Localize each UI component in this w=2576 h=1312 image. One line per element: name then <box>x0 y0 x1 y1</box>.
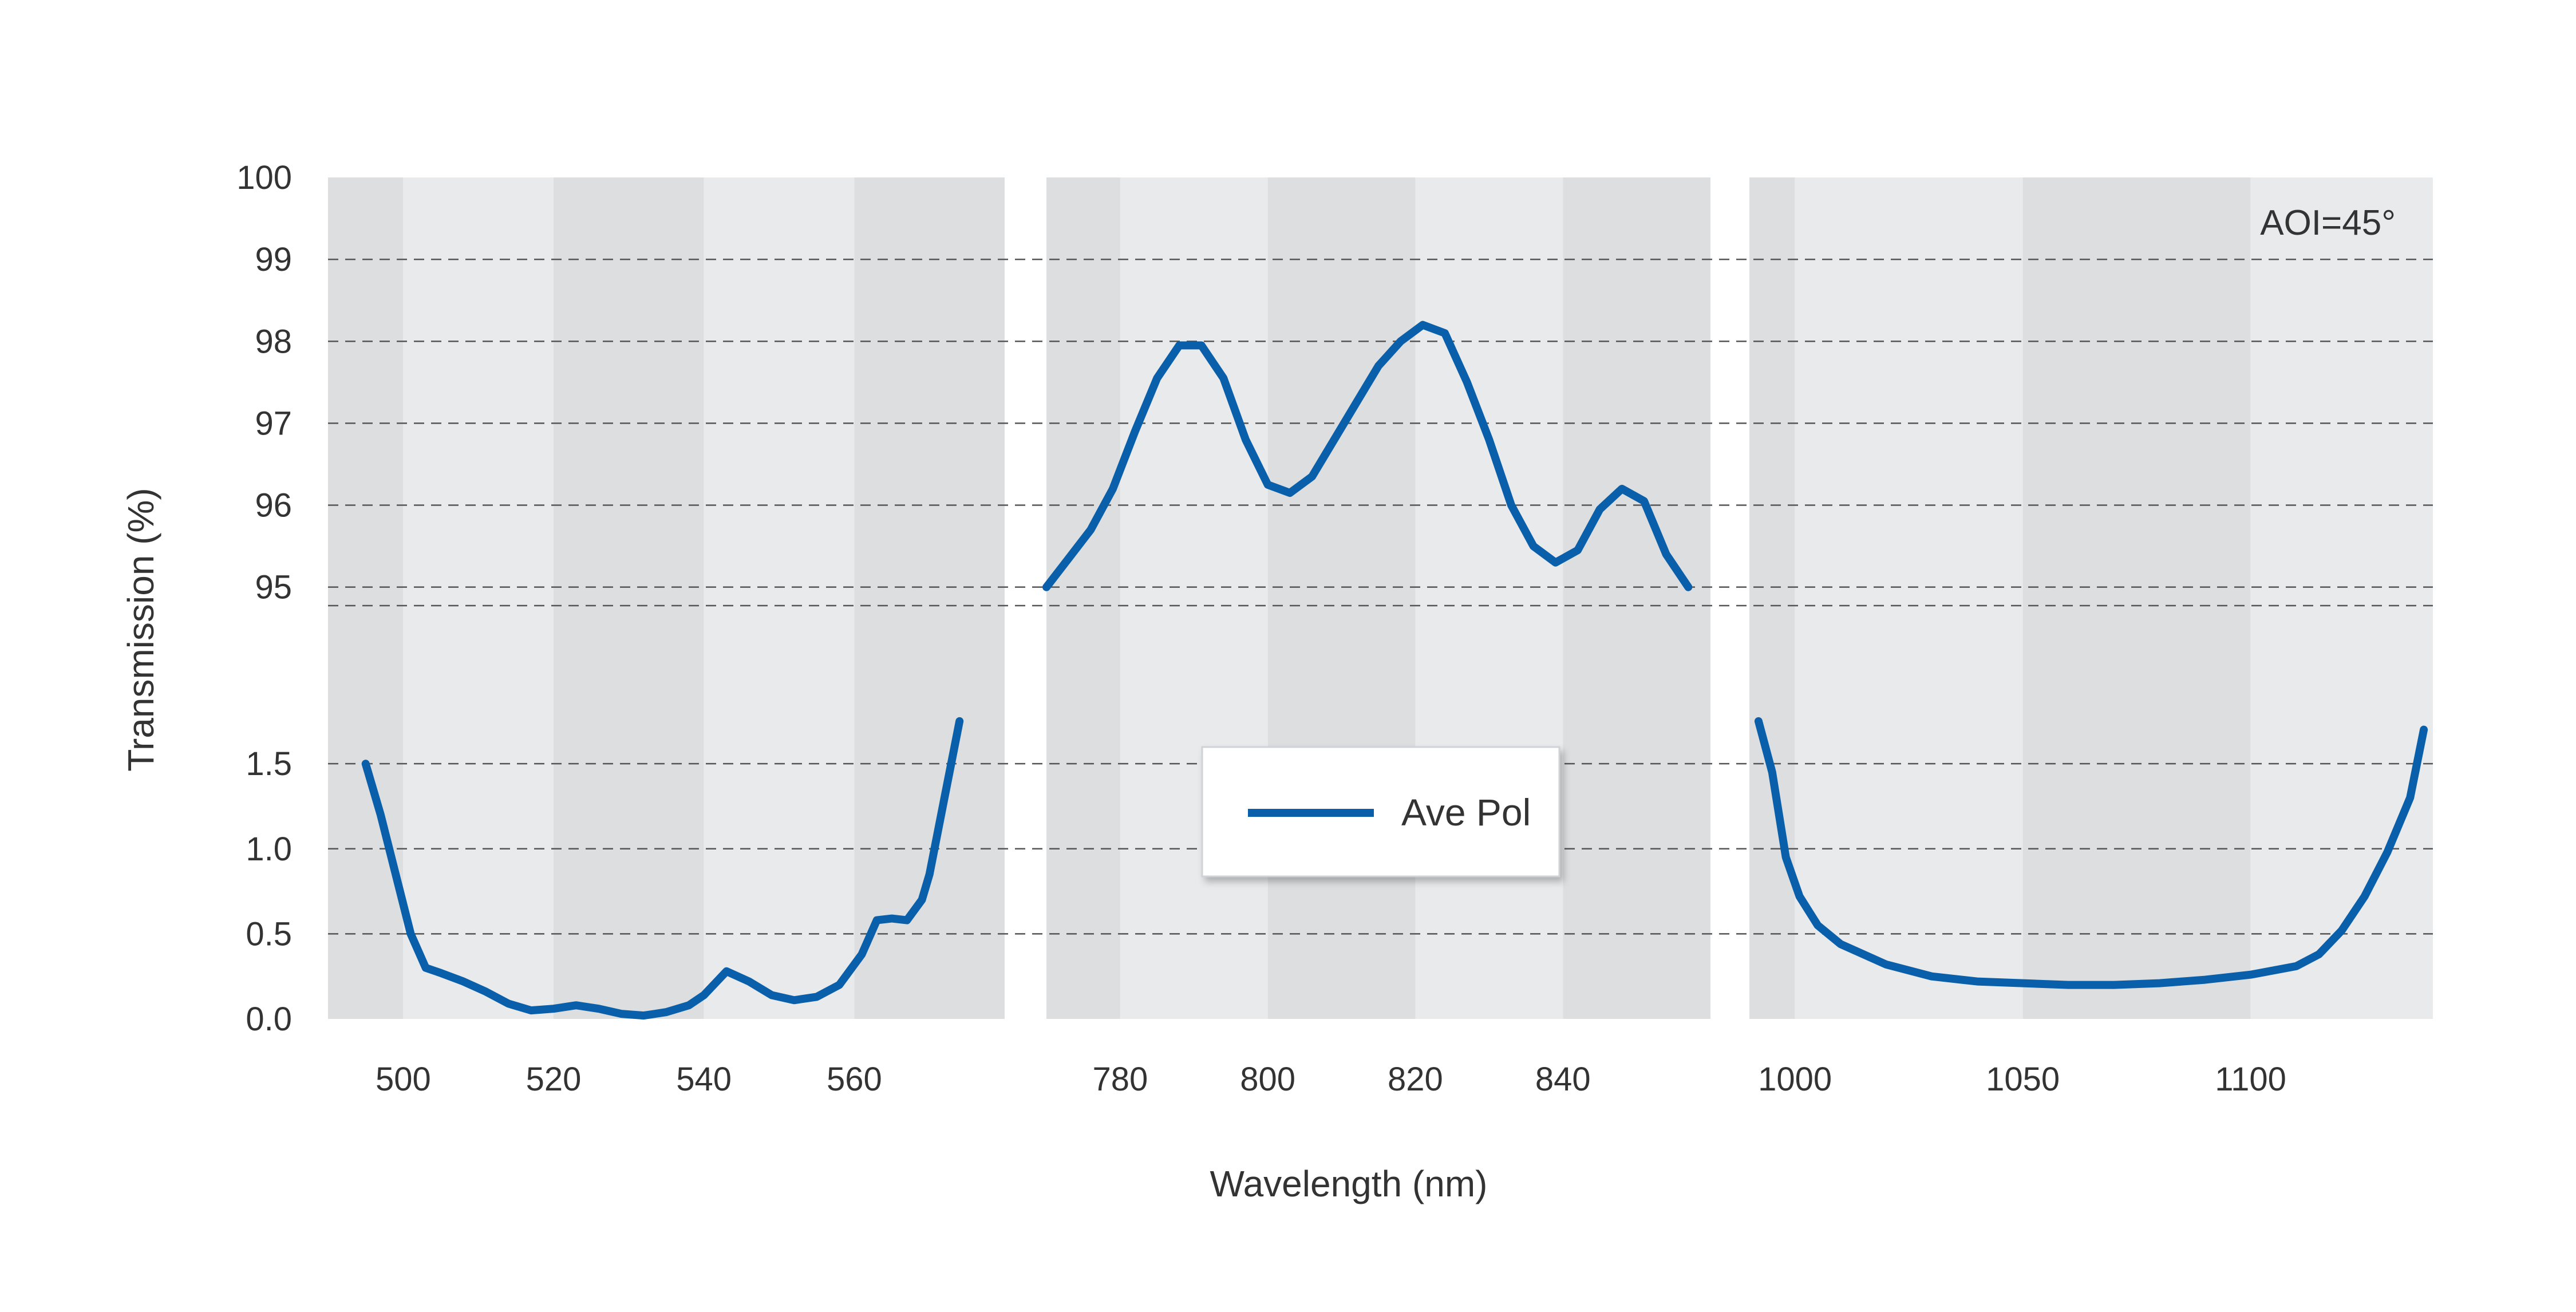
x-axis-label: Wavelength (nm) <box>1210 1163 1488 1204</box>
y-tick-label: 0.5 <box>246 915 292 953</box>
y-tick-label: 1.5 <box>246 745 292 783</box>
y-tick-labels: 95 96 97 98 99 100 0.0 0.5 1.0 1.5 <box>236 159 292 1038</box>
panel-1-band <box>554 177 704 1019</box>
x-tick-label: 500 <box>376 1061 431 1098</box>
panel-1-band <box>854 177 1005 1019</box>
x-tick-label: 1050 <box>1986 1061 2060 1098</box>
panel-3-band <box>2022 177 2251 1019</box>
y-tick-label: 0.0 <box>246 1001 292 1038</box>
x-tick-label: 1000 <box>1758 1061 1832 1098</box>
x-tick-label: 520 <box>526 1061 582 1098</box>
x-tick-label: 840 <box>1535 1061 1591 1098</box>
series-ave-pol-panel-3 <box>1754 717 2428 989</box>
x-tick-label: 800 <box>1240 1061 1295 1098</box>
panel-2-band <box>1267 177 1416 1019</box>
y-tick-label: 96 <box>255 487 292 524</box>
panel-2-band <box>1046 177 1120 1019</box>
series-ave-pol-panel-1 <box>361 717 964 1020</box>
series-curves <box>361 321 2428 1020</box>
y-tick-label: 1.0 <box>246 831 292 868</box>
y-tick-label: 97 <box>255 405 292 442</box>
x-tick-label: 540 <box>676 1061 732 1098</box>
aoi-annotation: AOI=45° <box>2260 203 2396 243</box>
y-tick-label: 98 <box>255 323 292 360</box>
legend-label-ave-pol: Ave Pol <box>1401 791 1531 833</box>
panel-1-band <box>328 177 404 1019</box>
legend: Ave Pol <box>1201 746 1560 878</box>
series-ave-pol-panel-2 <box>1042 321 1693 591</box>
x-tick-labels: 500 520 540 560 780 800 820 840 1000 1050 1100 <box>376 1061 2286 1098</box>
y-axis-label: Transmission (%) <box>120 488 161 771</box>
panel-2-band <box>1120 177 1268 1019</box>
x-tick-label: 820 <box>1388 1061 1443 1098</box>
y-tick-label: 100 <box>236 159 292 196</box>
panel-3-band <box>2250 177 2433 1019</box>
x-tick-label: 780 <box>1092 1061 1148 1098</box>
panel-1-band <box>704 177 855 1019</box>
panel-2-band <box>1563 177 1710 1019</box>
panel-1-band <box>403 177 554 1019</box>
panel-2-band <box>1415 177 1563 1019</box>
y-tick-label: 95 <box>255 569 292 606</box>
panel-3-band <box>1795 177 2023 1019</box>
panel-backgrounds <box>328 177 2433 1019</box>
x-tick-label: 1100 <box>2215 1061 2286 1098</box>
y-tick-label: 99 <box>255 241 292 278</box>
panel-3-band <box>1749 177 1795 1019</box>
x-tick-label: 560 <box>827 1061 882 1098</box>
